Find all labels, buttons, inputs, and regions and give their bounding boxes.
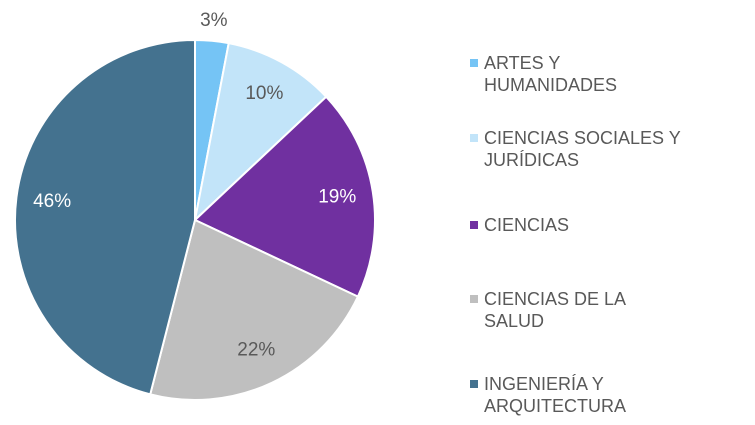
legend-item: CIENCIAS [470,214,755,236]
legend-label: CIENCIAS [484,215,570,235]
legend-item: CIENCIAS DE LA SALUD [470,288,755,332]
pie-slice [14,38,196,396]
legend-label: CIENCIAS SOCIALES Y JURÍDICAS [484,128,681,170]
data-label: 19% [318,186,356,207]
legend-swatch [470,295,478,303]
legend-label: CIENCIAS DE LA SALUD [484,289,627,331]
data-label: 46% [33,191,71,212]
data-label: 3% [200,10,228,31]
legend-swatch [470,134,478,142]
legend-item: CIENCIAS SOCIALES Y JURÍDICAS [470,127,755,171]
legend-label: ARTES Y HUMANIDADES [484,53,618,95]
pie-slice [193,42,328,223]
legend-swatch [470,380,478,388]
legend-item: ARTES Y HUMANIDADES [470,52,755,96]
pie-slice [149,218,360,401]
legend-swatch [470,59,478,67]
data-label: 10% [245,83,283,104]
data-label: 22% [237,339,275,360]
legend-label: INGENIERÍA Y ARQUITECTURA [484,374,627,416]
legend-item: INGENIERÍA Y ARQUITECTURA [470,373,755,417]
legend-swatch [470,221,478,229]
pie-slice [193,95,376,298]
